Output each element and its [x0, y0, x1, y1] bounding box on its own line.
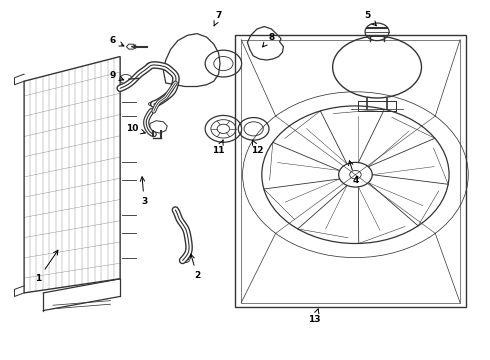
Text: 4: 4: [348, 161, 359, 185]
Text: 10: 10: [126, 124, 145, 134]
Text: 5: 5: [365, 12, 376, 26]
Text: 2: 2: [190, 254, 200, 280]
Text: 6: 6: [110, 36, 124, 46]
Text: 13: 13: [308, 309, 321, 324]
Text: 8: 8: [263, 33, 274, 47]
Text: 12: 12: [251, 140, 263, 154]
Text: 1: 1: [35, 250, 58, 283]
Text: 9: 9: [110, 71, 123, 80]
Text: 7: 7: [214, 12, 222, 26]
Text: 11: 11: [212, 140, 225, 154]
Text: 3: 3: [140, 177, 147, 206]
